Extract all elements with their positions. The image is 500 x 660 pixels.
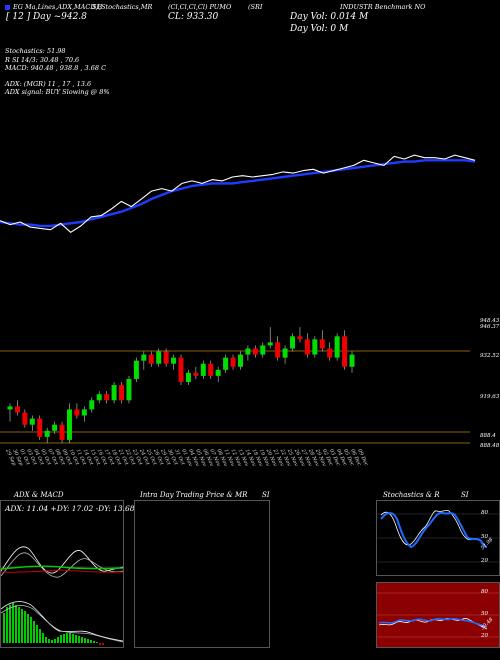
candle [297, 336, 303, 340]
candle [59, 424, 65, 440]
candle [119, 385, 125, 401]
adx-values: ADX: 11.04 +DY: 17.02 -DY: 13.68 [5, 504, 135, 513]
price-label-3: 932.52 [480, 353, 500, 359]
ma-legend-icon [5, 4, 10, 10]
candles [7, 327, 355, 443]
candle [52, 424, 58, 431]
candle [349, 354, 355, 367]
rsi-chart [377, 592, 499, 638]
candle [14, 406, 20, 413]
candle [171, 357, 177, 364]
adx-panel-title: ADX & MACD [14, 491, 64, 499]
candle [66, 409, 72, 440]
candle [334, 336, 340, 358]
stochastics-text: Stochastics: 51.98 [5, 47, 66, 55]
candle [223, 357, 229, 370]
candle [200, 363, 206, 376]
close-price: CL: 933.30 [168, 12, 219, 22]
candle [275, 342, 281, 358]
close-price-line [0, 154, 476, 233]
candle [267, 342, 273, 346]
stoch-level-50: 50 [481, 534, 488, 540]
candle [193, 372, 199, 376]
adx-text: ADX: (MGR) 11 , 17 , 13.6 [5, 79, 92, 88]
candle [208, 363, 214, 376]
candle [44, 430, 50, 437]
rsi-level-50: 50 [481, 611, 488, 617]
macd-text: MACD: 940.48 , 938.8 , 3.68 C [5, 64, 107, 72]
intraday-panel-title: Intra Day Trading Price & MR [140, 491, 248, 499]
intraday-panel [134, 500, 270, 648]
candle [237, 354, 243, 367]
price-lines [0, 154, 476, 233]
indicators-text: SI,Stochastics,MR [92, 3, 153, 11]
stochastics-chart [377, 510, 499, 563]
intraday-panel-si: SI [262, 491, 270, 499]
macd-histogram [3, 603, 104, 645]
candle [342, 336, 348, 367]
candle [304, 339, 310, 355]
moving-average-line [0, 159, 476, 228]
day-vol: Day Vol: 0.014 M [290, 12, 369, 22]
candle [126, 378, 132, 401]
candle [282, 348, 288, 358]
stoch-panel-title: Stochastics & R [383, 491, 440, 499]
candle [327, 348, 333, 358]
candle [312, 339, 318, 355]
price-label-1: 948.43 [480, 318, 500, 324]
candle [133, 360, 139, 379]
candle [260, 345, 266, 355]
price-label-4: 919.63 [480, 394, 500, 400]
symbol-text: (SRI [248, 3, 263, 11]
candle [29, 418, 35, 425]
candle [81, 409, 87, 416]
rsi-panel: 80 50 20 30.48 [376, 582, 500, 648]
price-label-2: 946.37 [480, 324, 500, 330]
adx-macd-chart [1, 546, 123, 645]
info-block: Stochastics: 51.98 R SI 14/3: 30.48 , 70… [5, 47, 110, 97]
stochastics-panel: 80 50 20 51.98 [376, 500, 500, 576]
candle [111, 385, 117, 401]
price-label-5: 888.4 [480, 433, 496, 439]
rsi-level-80: 80 [481, 589, 488, 595]
ma-text: (Cl,Cl,Cl,Cl) PUMO [168, 3, 232, 11]
day-range: [ 12 ] Day ~942.8 [6, 12, 87, 22]
stoch-panel-si: SI [461, 491, 469, 499]
candle [230, 357, 236, 367]
day-vol-2: Day Vol: 0 M [290, 24, 349, 34]
candle [245, 348, 251, 355]
candle [148, 354, 154, 364]
candle [185, 372, 191, 382]
candle [252, 348, 258, 355]
stoch-level-20: 20 [481, 558, 488, 564]
adx-signal-text: ADX signal: BUY Slowing @ 8% [5, 88, 110, 96]
adx-macd-panel: ADX: 11.04 +DY: 17.02 -DY: 13.68 [0, 500, 135, 648]
candle [7, 406, 13, 410]
candle [22, 412, 28, 425]
candle [104, 394, 110, 401]
candle [163, 351, 169, 364]
company-text: INDUSTR Benchmark NO [340, 3, 426, 11]
candle [156, 351, 162, 364]
candle [89, 400, 95, 410]
candle [215, 369, 221, 376]
candle [178, 357, 184, 382]
candle [96, 394, 102, 401]
candle [37, 418, 43, 437]
rsi-level-20: 20 [481, 633, 488, 639]
rsi-text: R SI 14/3: 30.48 , 70.6 [5, 55, 80, 64]
candle [319, 339, 325, 349]
candle [74, 409, 80, 416]
legend-text: EG Ma,Lines,ADX,MACD,B [5, 3, 102, 11]
candle [290, 336, 296, 349]
price-label-6: 888.48 [480, 443, 500, 449]
candle [141, 354, 147, 361]
stoch-level-80: 80 [481, 510, 488, 516]
